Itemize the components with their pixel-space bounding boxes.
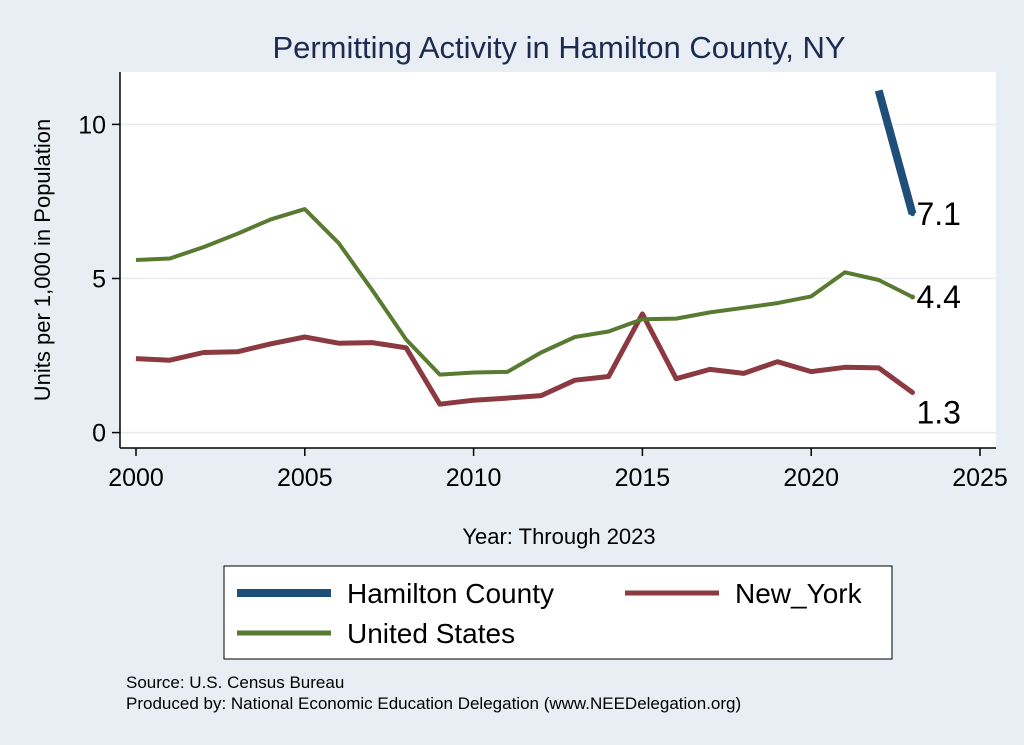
- y-tick-label: 5: [92, 265, 106, 293]
- x-tick-label: 2025: [952, 464, 1008, 492]
- legend-label-new-york: New_York: [735, 578, 863, 609]
- series-end-point-new-york: [909, 390, 915, 396]
- x-tick-label: 2000: [108, 464, 164, 492]
- axis-ticks: 0 5 10 2000 2005 2010 2015 2020 2025: [78, 111, 1008, 492]
- x-tick-label: 2010: [446, 464, 502, 492]
- chart-title: Permitting Activity in Hamilton County, …: [272, 30, 845, 65]
- series-end-point-hamilton-county: [909, 211, 915, 217]
- series-lines: [135, 89, 917, 407]
- legend: Hamilton County New_York United States: [223, 565, 893, 660]
- x-axis-title: Year: Through 2023: [462, 524, 655, 549]
- end-label-new-york: 1.3: [916, 395, 960, 431]
- legend-label-hamilton: Hamilton County: [347, 578, 554, 609]
- y-tick-label: 0: [92, 420, 106, 448]
- x-tick-label: 2020: [783, 464, 839, 492]
- series-line-hamilton-county: [874, 89, 917, 215]
- produced-by-note: Produced by: National Economic Education…: [126, 694, 741, 713]
- series-line-united-states: [135, 207, 914, 377]
- series-line-new-york: [135, 311, 914, 407]
- end-label-united-states: 4.4: [916, 279, 960, 315]
- source-note: Source: U.S. Census Bureau: [126, 673, 344, 692]
- end-label-hamilton-county: 7.1: [916, 196, 960, 232]
- plot-area: [120, 72, 996, 448]
- end-labels: 7.1 1.3 4.4: [916, 196, 960, 431]
- series-end-point-united-states: [909, 294, 915, 300]
- legend-box: [223, 565, 893, 660]
- gridlines: [120, 123, 996, 434]
- legend-label-united-states: United States: [347, 618, 515, 649]
- y-axis-title: Units per 1,000 in Population: [30, 119, 55, 402]
- x-tick-label: 2015: [615, 464, 671, 492]
- y-tick-label: 10: [78, 111, 106, 139]
- x-tick-label: 2005: [277, 464, 333, 492]
